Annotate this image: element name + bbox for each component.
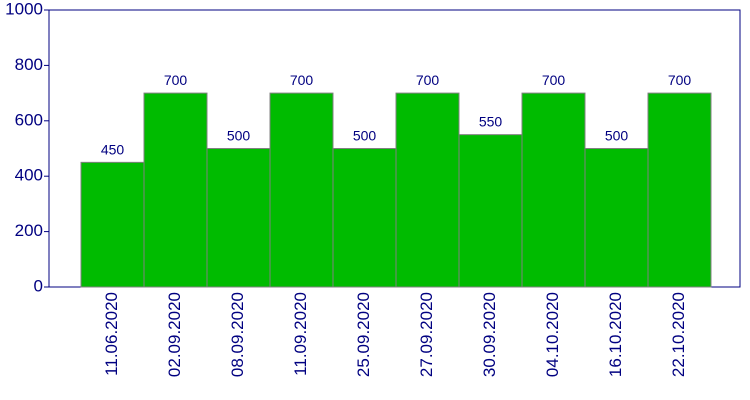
value-label: 700 (542, 72, 566, 88)
x-tick-label: 30.09.2020 (480, 292, 499, 377)
value-label: 700 (164, 72, 188, 88)
bar (584, 148, 649, 288)
x-tick-label: 04.10.2020 (543, 292, 562, 377)
y-tick-label: 800 (15, 55, 43, 74)
bar (458, 134, 523, 288)
value-label: 700 (668, 72, 692, 88)
y-tick-label: 200 (15, 221, 43, 240)
y-tick-label: 600 (15, 110, 43, 129)
bar (395, 92, 460, 288)
bar (332, 148, 397, 288)
value-label: 700 (416, 72, 440, 88)
x-tick-label: 02.09.2020 (165, 292, 184, 377)
y-tick-label: 0 (34, 276, 43, 295)
x-tick-label: 16.10.2020 (606, 292, 625, 377)
x-tick-label: 11.09.2020 (291, 292, 310, 376)
y-tick-label: 1000 (5, 0, 43, 18)
value-label: 500 (227, 128, 251, 144)
y-tick-label: 400 (15, 166, 43, 185)
bar (80, 161, 145, 288)
bar (206, 148, 271, 288)
x-tick-label: 25.09.2020 (354, 292, 373, 377)
bar (269, 92, 334, 288)
x-tick-label: 22.10.2020 (669, 292, 688, 377)
x-tick-label: 08.09.2020 (228, 292, 247, 377)
x-tick-label: 11.06.2020 (102, 292, 121, 376)
value-label: 700 (290, 72, 314, 88)
x-tick-label: 27.09.2020 (417, 292, 436, 377)
bar (647, 92, 712, 288)
bar (143, 92, 208, 288)
value-label: 500 (605, 128, 629, 144)
value-label: 500 (353, 128, 377, 144)
value-label: 450 (101, 141, 125, 157)
value-label: 550 (479, 114, 503, 130)
bar (521, 92, 586, 288)
